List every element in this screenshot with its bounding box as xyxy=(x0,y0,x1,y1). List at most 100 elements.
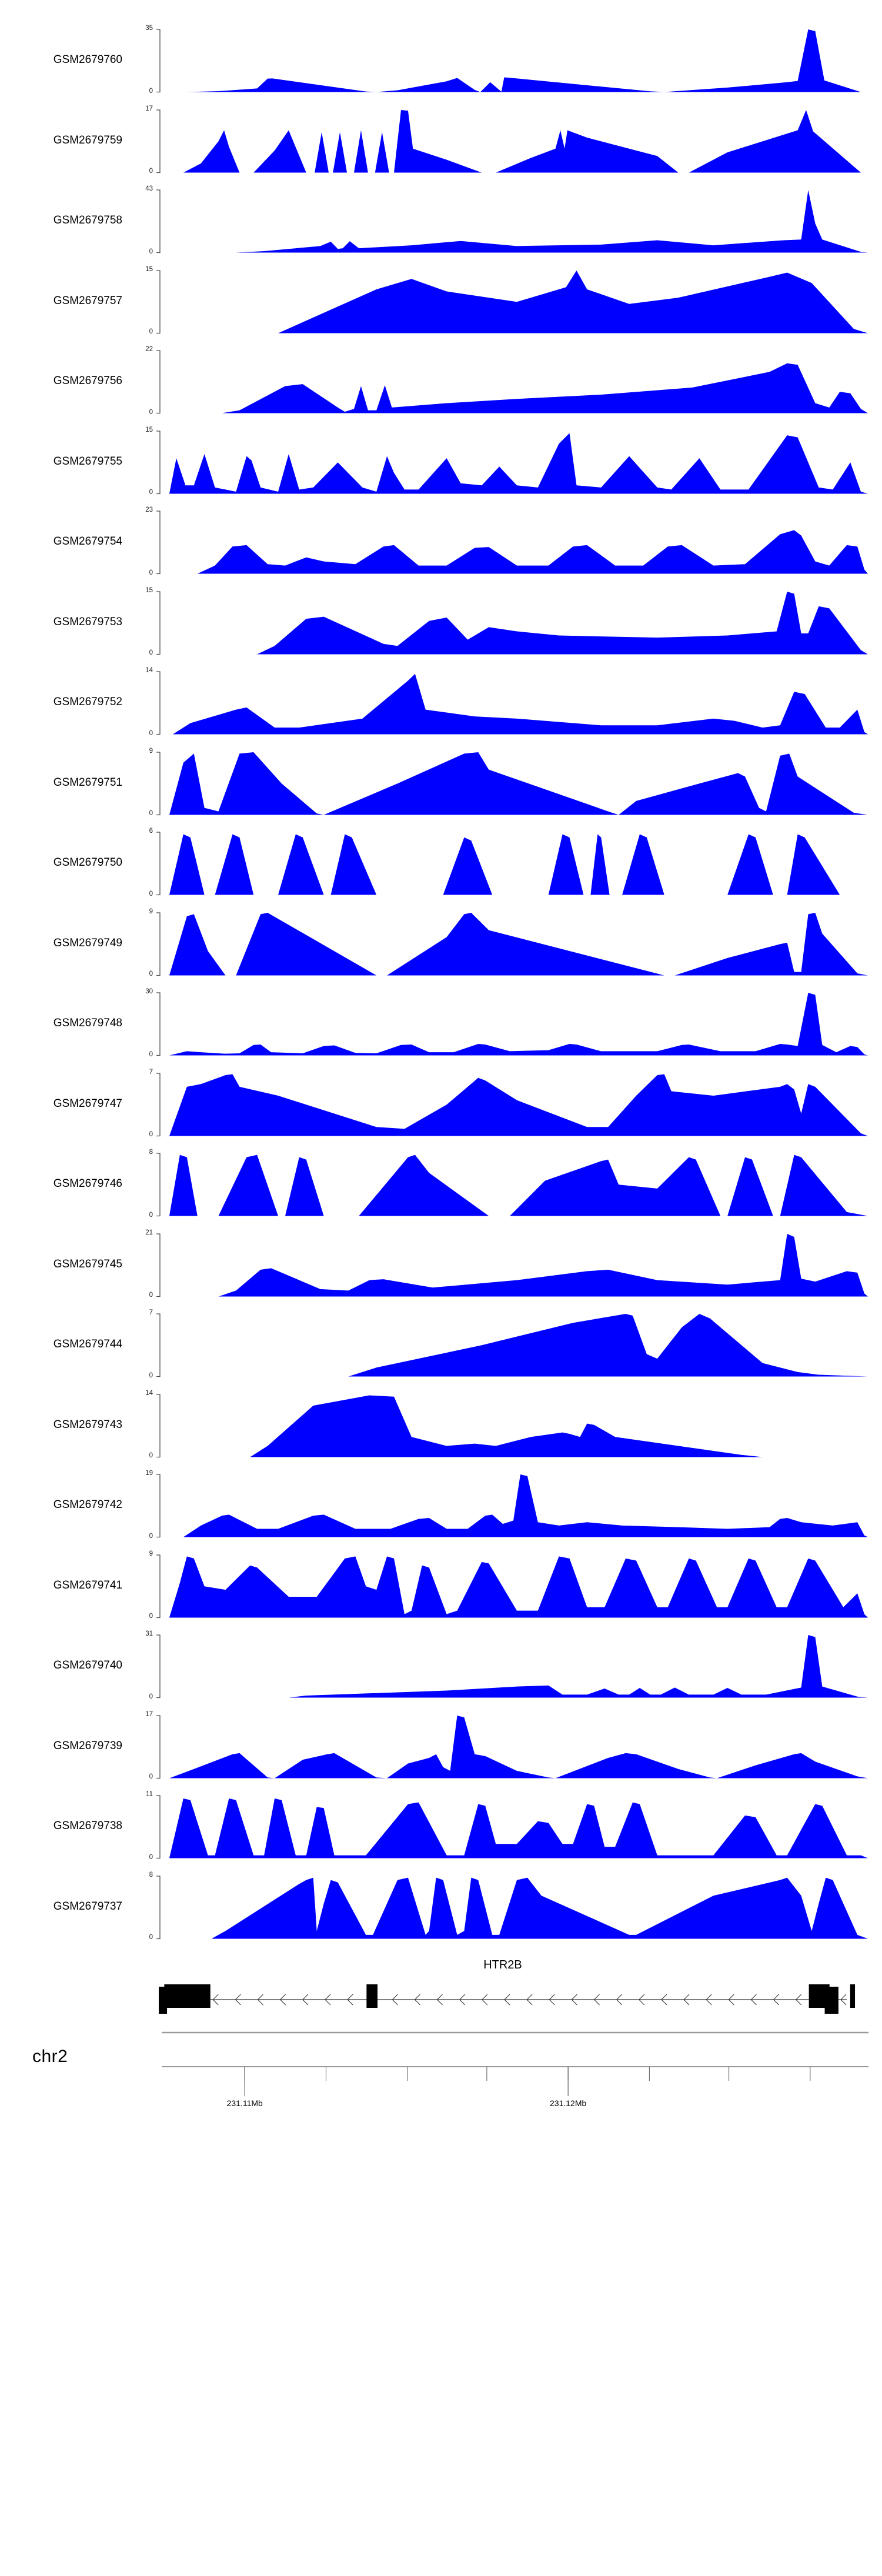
coverage-area-plot xyxy=(166,912,868,975)
coverage-area-plot xyxy=(166,109,868,172)
track-sample-label: GSM2679739 xyxy=(53,1739,122,1752)
coverage-track: GSM2679742 19 0 xyxy=(0,1466,882,1547)
y-axis-zero-label: 0 xyxy=(149,168,153,175)
coverage-area-plot xyxy=(166,1154,868,1216)
coverage-area-plot xyxy=(166,1877,868,1938)
track-sample-label: GSM2679753 xyxy=(53,615,122,628)
coverage-area-plot xyxy=(166,270,868,333)
track-y-axis xyxy=(156,350,161,414)
gene-model-track[interactable] xyxy=(159,1976,858,2014)
y-axis-zero-label: 0 xyxy=(149,1934,153,1941)
y-axis-zero-label: 0 xyxy=(149,408,153,416)
coverage-area-plot xyxy=(166,1474,868,1537)
track-y-axis xyxy=(156,1875,161,1939)
track-sample-label: GSM2679758 xyxy=(53,214,122,227)
coverage-track: GSM2679752 14 0 xyxy=(0,663,882,744)
y-axis-max-label: 43 xyxy=(145,185,153,192)
coverage-area-plot xyxy=(166,29,868,92)
track-y-axis xyxy=(156,510,161,575)
coverage-area-plot xyxy=(166,190,868,253)
track-y-axis xyxy=(156,1313,161,1377)
coverage-area-plot xyxy=(166,673,868,735)
track-sample-label: GSM2679737 xyxy=(53,1900,122,1913)
y-axis-max-label: 15 xyxy=(145,265,153,273)
coverage-track: GSM2679746 8 0 xyxy=(0,1145,882,1226)
coverage-area-plot xyxy=(166,1395,868,1457)
track-y-axis xyxy=(156,992,161,1056)
track-sample-label: GSM2679751 xyxy=(53,776,122,789)
track-sample-label: GSM2679746 xyxy=(53,1177,122,1190)
y-axis-zero-label: 0 xyxy=(149,1693,153,1700)
y-axis-max-label: 21 xyxy=(145,1229,153,1236)
coverage-track: GSM2679739 17 0 xyxy=(0,1707,882,1788)
y-axis-zero-label: 0 xyxy=(149,649,153,656)
genome-coordinate-axis[interactable] xyxy=(162,2030,871,2101)
coverage-track: GSM2679758 43 0 xyxy=(0,182,882,262)
track-y-axis xyxy=(156,109,161,173)
coverage-area-plot xyxy=(166,752,868,815)
track-y-axis xyxy=(156,1474,161,1538)
y-axis-max-label: 30 xyxy=(145,988,153,995)
y-axis-max-label: 7 xyxy=(149,1068,153,1076)
track-sample-label: GSM2679743 xyxy=(53,1418,122,1431)
y-axis-zero-label: 0 xyxy=(149,1613,153,1620)
y-axis-max-label: 15 xyxy=(145,586,153,594)
y-axis-zero-label: 0 xyxy=(149,569,153,576)
y-axis-max-label: 8 xyxy=(149,1871,153,1878)
axis-tick-label: 231.12Mb xyxy=(550,2098,587,2108)
y-axis-zero-label: 0 xyxy=(149,328,153,335)
coverage-area-plot xyxy=(166,1635,868,1698)
track-y-axis xyxy=(156,269,161,333)
y-axis-max-label: 11 xyxy=(146,1791,153,1798)
coverage-track: GSM2679741 9 0 xyxy=(0,1547,882,1627)
y-axis-zero-label: 0 xyxy=(149,890,153,897)
track-y-axis xyxy=(156,1634,161,1699)
y-axis-max-label: 22 xyxy=(145,346,153,353)
y-axis-zero-label: 0 xyxy=(149,1372,153,1379)
y-axis-max-label: 9 xyxy=(149,907,153,915)
y-axis-max-label: 17 xyxy=(145,1710,153,1718)
coverage-area-plot xyxy=(166,1233,868,1296)
y-axis-max-label: 6 xyxy=(149,827,153,835)
coverage-area-plot xyxy=(166,1715,868,1778)
y-axis-zero-label: 0 xyxy=(149,248,153,255)
coverage-area-plot xyxy=(166,834,868,895)
track-y-axis xyxy=(156,1393,161,1457)
track-sample-label: GSM2679740 xyxy=(53,1659,122,1672)
track-y-axis xyxy=(156,1153,161,1217)
coverage-track: GSM2679755 15 0 xyxy=(0,423,882,503)
coverage-area-plot xyxy=(166,1556,868,1617)
y-axis-max-label: 14 xyxy=(145,667,153,674)
y-axis-zero-label: 0 xyxy=(149,810,153,817)
genome-axis-region: chr2 231.11Mb 231.12Mb xyxy=(0,2030,882,2148)
track-sample-label: GSM2679754 xyxy=(53,535,122,548)
track-sample-label: GSM2679749 xyxy=(53,936,122,949)
track-sample-label: GSM2679744 xyxy=(53,1338,122,1351)
track-y-axis xyxy=(156,1795,161,1859)
track-sample-label: GSM2679759 xyxy=(53,134,122,146)
track-y-axis xyxy=(156,430,161,494)
coverage-area-plot xyxy=(166,530,868,574)
y-axis-zero-label: 0 xyxy=(149,970,153,977)
track-y-axis xyxy=(156,832,161,896)
y-axis-zero-label: 0 xyxy=(149,1853,153,1861)
coverage-track: GSM2679757 15 0 xyxy=(0,262,882,343)
y-axis-max-label: 15 xyxy=(145,426,153,433)
track-sample-label: GSM2679745 xyxy=(53,1257,122,1270)
track-sample-label: GSM2679748 xyxy=(53,1017,122,1030)
coverage-area-plot xyxy=(166,1798,868,1858)
y-axis-zero-label: 0 xyxy=(149,87,153,95)
coverage-track: GSM2679737 8 0 xyxy=(0,1868,882,1948)
coverage-area-plot xyxy=(166,363,868,413)
coverage-area-plot xyxy=(166,1314,868,1377)
y-axis-zero-label: 0 xyxy=(149,1773,153,1780)
y-axis-zero-label: 0 xyxy=(149,1211,153,1219)
gene-model-region: HTR2B xyxy=(0,1958,882,2023)
coverage-track: GSM2679738 11 0 xyxy=(0,1787,882,1868)
track-y-axis xyxy=(156,1714,161,1778)
track-sample-label: GSM2679755 xyxy=(53,455,122,468)
track-sample-label: GSM2679760 xyxy=(53,54,122,66)
coverage-track: GSM2679744 7 0 xyxy=(0,1306,882,1386)
coverage-track: GSM2679745 21 0 xyxy=(0,1226,882,1306)
